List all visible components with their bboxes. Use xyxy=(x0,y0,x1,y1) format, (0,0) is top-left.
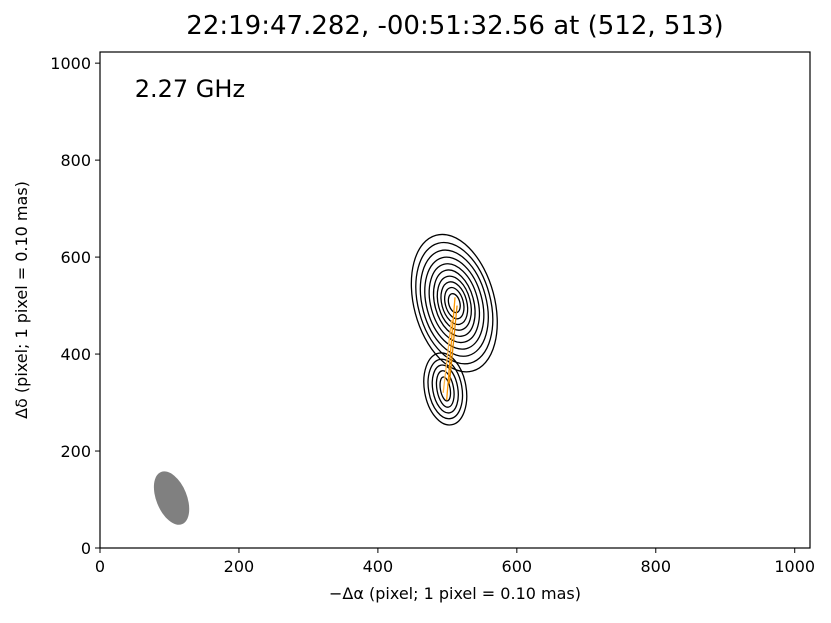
ridge-line xyxy=(442,320,453,393)
contour-line xyxy=(428,263,481,344)
x-tick-label: 1000 xyxy=(774,557,815,576)
y-tick-label: 0 xyxy=(81,539,91,558)
x-tick-label: 200 xyxy=(224,557,255,576)
contour-line xyxy=(419,249,489,357)
contour-line xyxy=(431,364,459,414)
y-tick-label: 600 xyxy=(60,248,91,267)
contour-line xyxy=(423,352,468,426)
contour-line xyxy=(443,286,465,320)
x-axis-label: −Δα (pixel; 1 pixel = 0.10 mas) xyxy=(329,584,581,603)
contour-line xyxy=(435,370,455,408)
annotation: 2.27 GHz xyxy=(135,75,245,103)
contour-line xyxy=(432,269,476,337)
y-tick-label: 1000 xyxy=(50,54,91,73)
y-tick-label: 400 xyxy=(60,345,91,364)
y-tick-label: 200 xyxy=(60,442,91,461)
x-tick-label: 800 xyxy=(640,557,671,576)
contour-line xyxy=(439,376,452,402)
x-tick-label: 400 xyxy=(363,557,394,576)
contour-line xyxy=(410,233,498,373)
contour-line xyxy=(427,358,464,420)
chart-title: 22:19:47.282, -00:51:32.56 at (512, 513) xyxy=(186,11,723,41)
contour-line xyxy=(424,256,485,350)
contour-line xyxy=(415,241,494,365)
x-tick-label: 600 xyxy=(502,557,533,576)
ridge-line xyxy=(446,297,456,401)
plot-frame xyxy=(99,51,811,549)
contour-line xyxy=(440,281,469,326)
ridge-line xyxy=(448,305,458,384)
contour-line xyxy=(436,275,472,331)
x-tick-label: 0 xyxy=(95,557,105,576)
y-axis-label: Δδ (pixel; 1 pixel = 0.10 mas) xyxy=(12,181,31,419)
y-tick-label: 800 xyxy=(60,151,91,170)
beam xyxy=(153,471,190,525)
